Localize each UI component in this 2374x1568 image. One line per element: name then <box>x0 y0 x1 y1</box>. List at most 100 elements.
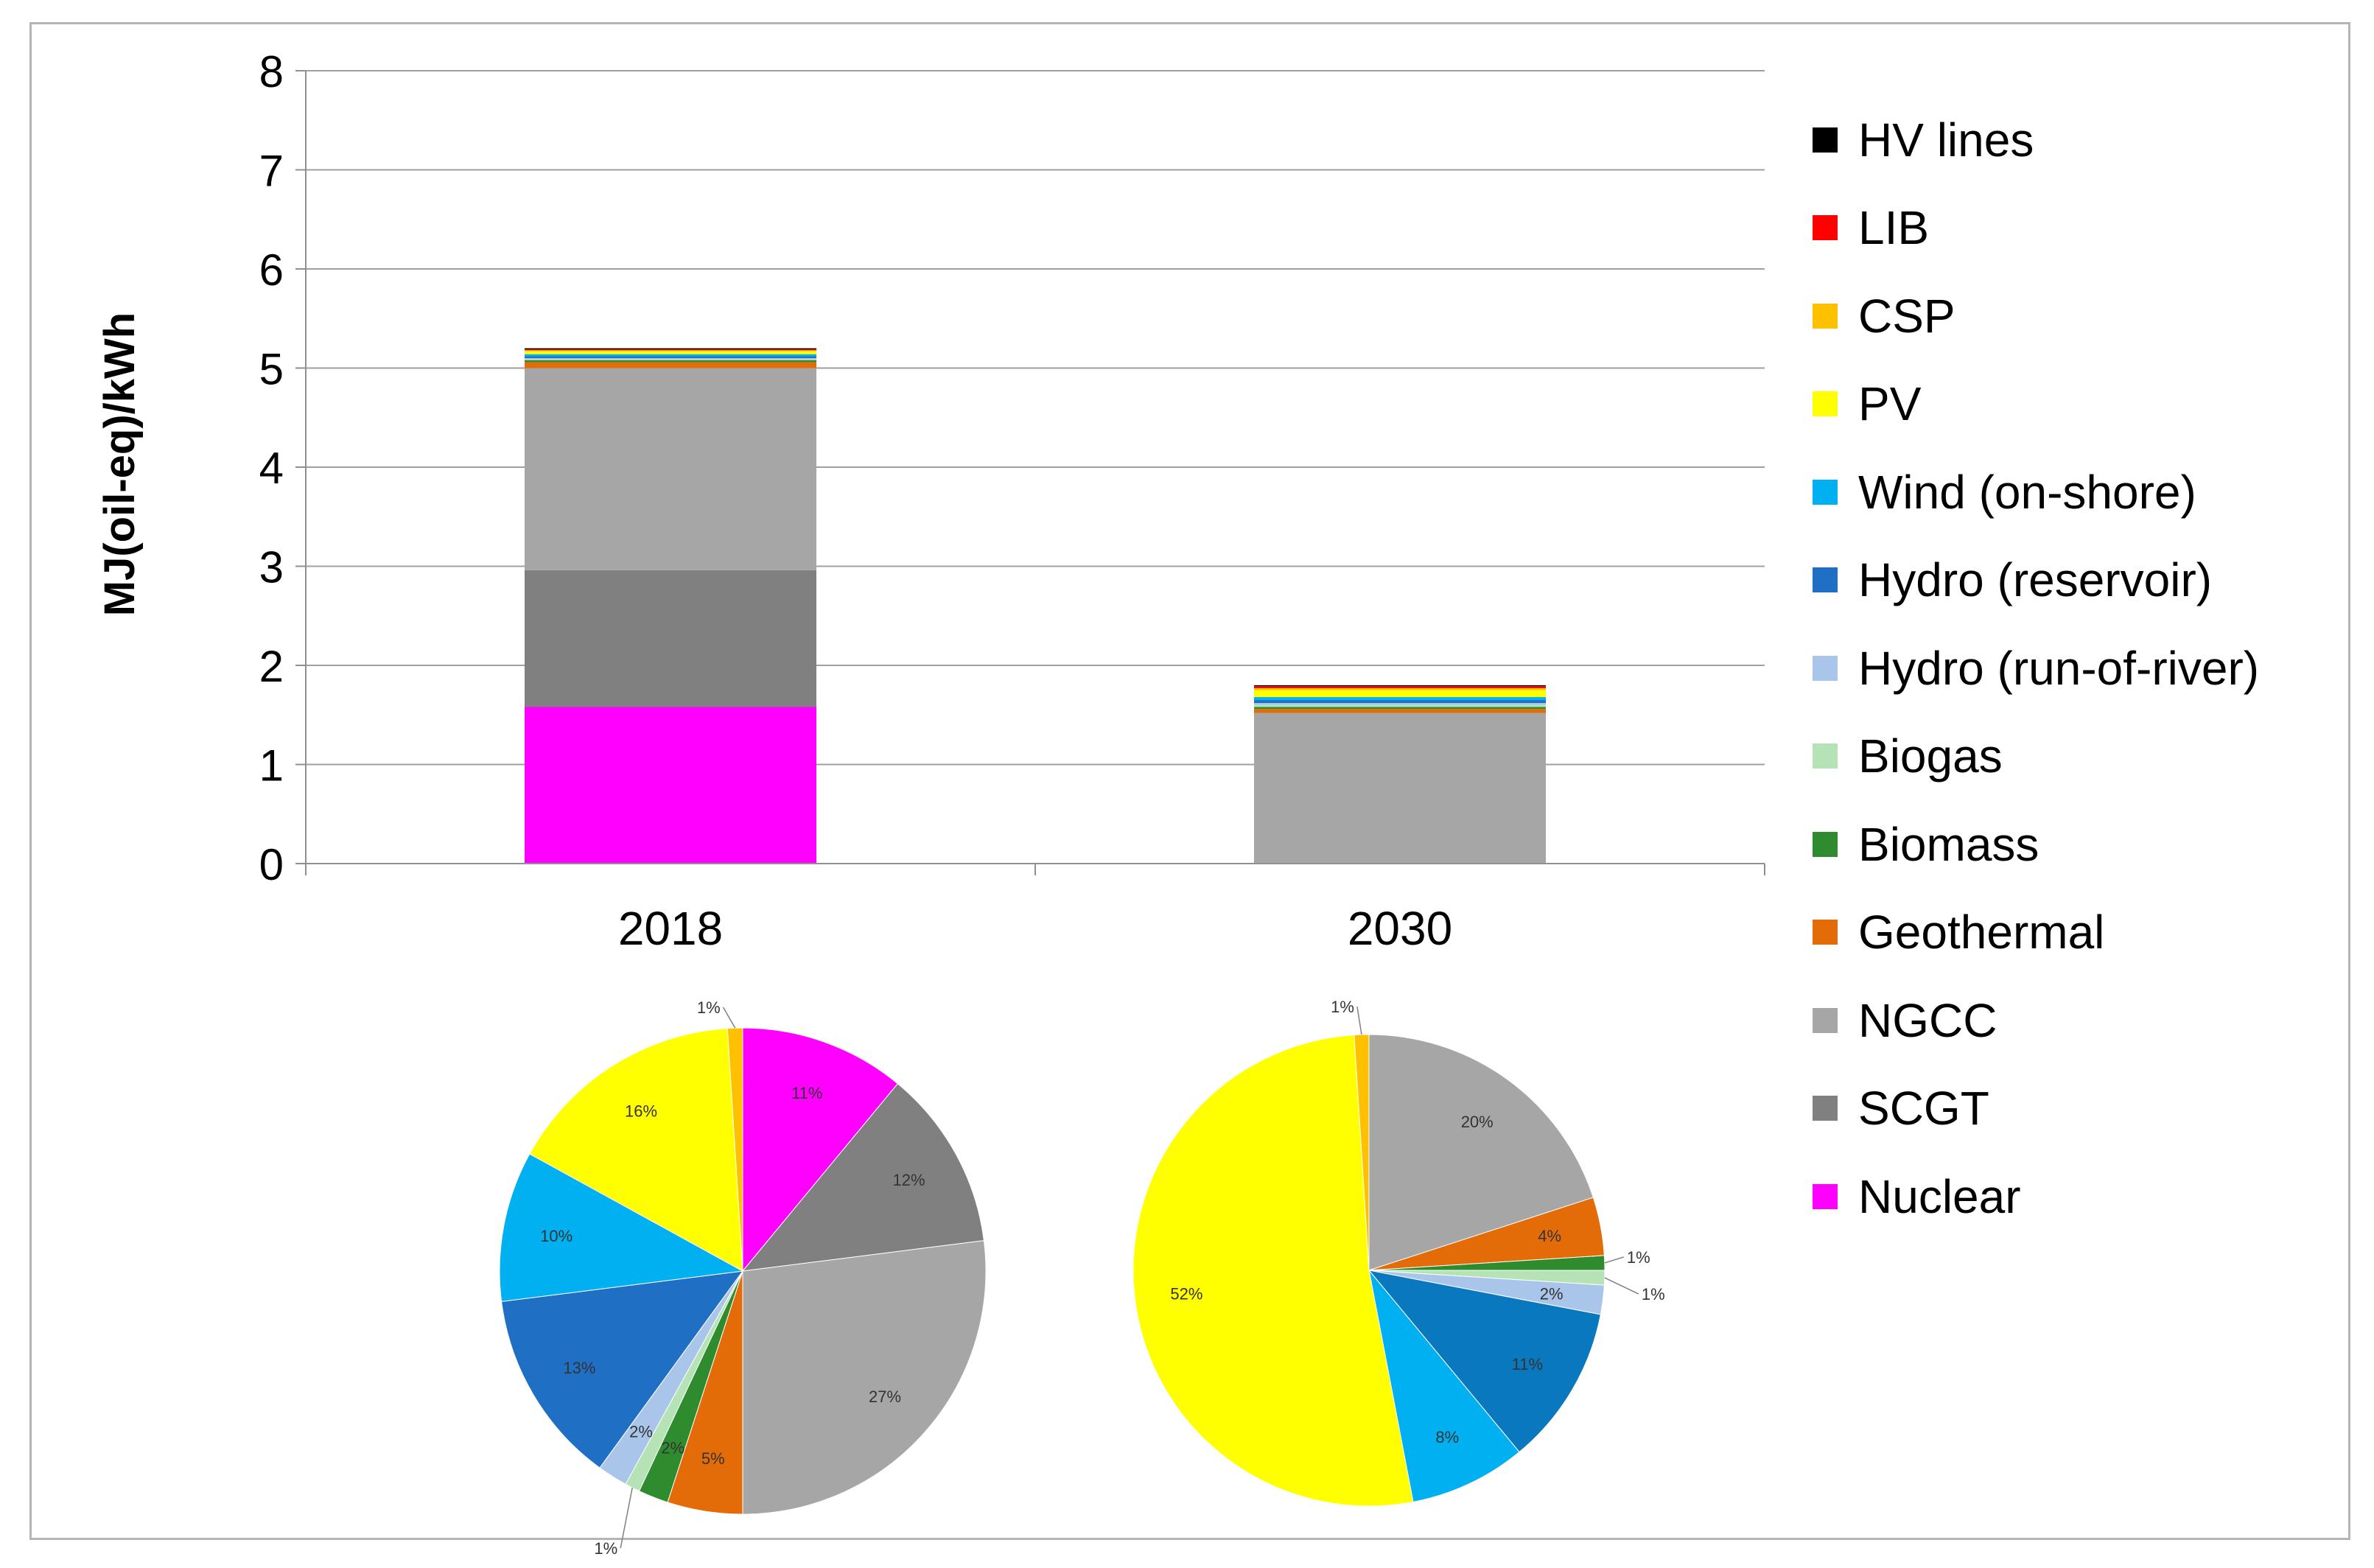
pie-slice-2018-scgt <box>741 1083 984 1272</box>
y-tick-label: 6 <box>259 245 284 295</box>
pie-label: 1% <box>1331 998 1354 1016</box>
pie-leader-line <box>1356 1007 1362 1035</box>
bar-segment-2030-hv-lines <box>1254 685 1546 687</box>
bar-segment-2030-biomass <box>1254 707 1546 710</box>
bar-segment-2018-hydro-reservoir <box>525 356 816 359</box>
legend-item-hv-lines: HV lines <box>1813 96 2259 184</box>
x-tick-label: 2018 <box>618 902 723 955</box>
x-tick-label: 2030 <box>1348 902 1452 955</box>
pie-label: 52% <box>1170 1284 1202 1303</box>
y-tick-label: 7 <box>259 147 284 196</box>
bar-segment-2018-ngcc <box>525 368 816 570</box>
legend-swatch <box>1813 127 1838 153</box>
legend-swatch <box>1813 391 1838 417</box>
pie-label: 20% <box>1461 1113 1494 1131</box>
chart-frame <box>29 22 2350 1540</box>
legend-swatch <box>1813 567 1838 593</box>
pie-2030: 20% 4% 1% 1% 2% 11% 8% 52% 1% <box>1132 998 1665 1507</box>
legend-item-biogas: Biogas <box>1813 713 2259 801</box>
legend-swatch <box>1813 1007 1838 1033</box>
pie-label: 1% <box>697 998 721 1017</box>
legend-swatch <box>1813 215 1838 241</box>
pie-slice-2018-nuclear <box>742 1027 899 1273</box>
bar-segment-2018-pv <box>525 351 816 354</box>
legend-swatch <box>1813 479 1838 505</box>
legend-item-ngcc: NGCC <box>1813 976 2259 1065</box>
legend-swatch <box>1813 655 1838 681</box>
bar-segment-2018-hydro-run-of-river <box>525 358 816 360</box>
legend-item-nuclear: Nuclear <box>1813 1152 2259 1241</box>
bar-segment-2030-hydro-run-of-river <box>1254 703 1546 705</box>
pie-label: 12% <box>893 1171 925 1189</box>
pie-label: 10% <box>540 1227 573 1245</box>
bar-segment-2030-csp <box>1254 687 1546 690</box>
y-axis-label: MJ(oil-eq)/kWh <box>96 312 144 616</box>
legend-swatch <box>1813 303 1838 329</box>
bar-segment-2030-pv <box>1254 690 1546 698</box>
pie-label: 5% <box>701 1449 725 1468</box>
pie-label: 1% <box>1627 1248 1650 1267</box>
pie-label: 2% <box>629 1422 653 1441</box>
bar-segment-2018-scgt <box>525 570 816 707</box>
bar-segment-2018-lib <box>525 349 816 351</box>
pie-label: 2% <box>661 1438 684 1457</box>
legend-item-scgt: SCGT <box>1813 1065 2259 1153</box>
legend-label: Biomass <box>1858 817 2039 871</box>
pie-slice-2030-wind-on-shore <box>1368 1270 1520 1502</box>
legend-label: PV <box>1858 377 1922 431</box>
pie-label: 11% <box>791 1084 822 1102</box>
legend-label: Biogas <box>1858 729 2003 783</box>
legend-item-csp: CSP <box>1813 272 2259 360</box>
bar-segment-2030-ngcc <box>1254 713 1546 864</box>
pie-slice-2030-pv <box>1132 1035 1414 1507</box>
legend-label: Hydro (reservoir) <box>1858 553 2213 607</box>
bar-segment-2018-csp <box>525 350 816 351</box>
legend-item-hydro-run-of-river: Hydro (run-of-river) <box>1813 624 2259 713</box>
legend-label: Wind (on-shore) <box>1858 465 2196 519</box>
pie-label: 27% <box>869 1387 901 1406</box>
pie-label: 8% <box>1435 1428 1459 1446</box>
pie-label: 4% <box>1538 1227 1561 1245</box>
bar-segment-2030-hydro-reservoir <box>1254 700 1546 704</box>
pie-label: 13% <box>563 1359 595 1377</box>
pie-slice-2018-hydro-reservoir <box>501 1270 744 1469</box>
y-tick-label: 2 <box>259 642 284 691</box>
bar-segment-2030-biogas <box>1254 704 1546 707</box>
bar-segment-2018-biogas <box>525 359 816 360</box>
y-tick-label: 8 <box>259 47 284 97</box>
bar-segment-2018-biomass <box>525 360 816 363</box>
legend-swatch <box>1813 1183 1838 1209</box>
legend-label: SCGT <box>1858 1082 1989 1135</box>
legend-item-biomass: Biomass <box>1813 800 2259 889</box>
legend-label: HV lines <box>1858 113 2034 167</box>
pie-slice-2030-hydro-reservoir <box>1368 1270 1601 1453</box>
pie-label: 1% <box>594 1539 617 1558</box>
y-tick-label: 1 <box>259 741 284 791</box>
legend: HV lines LIB CSP PV Wind (on-shore) Hydro (re… <box>1813 96 2259 1241</box>
legend-item-lib: LIB <box>1813 184 2259 273</box>
pie-label: 2% <box>1540 1284 1564 1303</box>
legend-label: Nuclear <box>1858 1169 2021 1223</box>
legend-item-wind-on-shore: Wind (on-shore) <box>1813 448 2259 536</box>
y-tick-label: 4 <box>259 444 284 493</box>
axes: 0 1 2 3 4 5 6 7 8 2018 2030 <box>259 47 1765 955</box>
legend-item-geothermal: Geothermal <box>1813 889 2259 977</box>
legend-label: Geothermal <box>1858 906 2105 959</box>
y-tick-label: 3 <box>259 543 284 592</box>
bar-segment-2018-nuclear <box>525 707 816 864</box>
y-tick-label: 5 <box>259 345 284 394</box>
legend-label: Hydro (run-of-river) <box>1858 641 2260 695</box>
bar-segment-2030-wind-on-shore <box>1254 697 1546 701</box>
legend-item-pv: PV <box>1813 360 2259 449</box>
legend-label: CSP <box>1858 289 1955 343</box>
bar-segment-2030-geothermal <box>1254 709 1546 713</box>
legend-swatch <box>1813 1096 1838 1121</box>
bar-segment-2018-wind-on-shore <box>525 354 816 357</box>
pie-slice-2018-wind-on-shore <box>499 1153 744 1302</box>
stacked-bars <box>525 348 1546 864</box>
bar-segment-2030-lib <box>1254 686 1546 688</box>
pie-leader-line <box>722 1007 736 1029</box>
pie-2018: 11% 12% 27% 5% 2% 1% 2% 13% 10% 16% 1% <box>499 998 987 1558</box>
legend-item-hydro-reservoir: Hydro (reservoir) <box>1813 536 2259 625</box>
